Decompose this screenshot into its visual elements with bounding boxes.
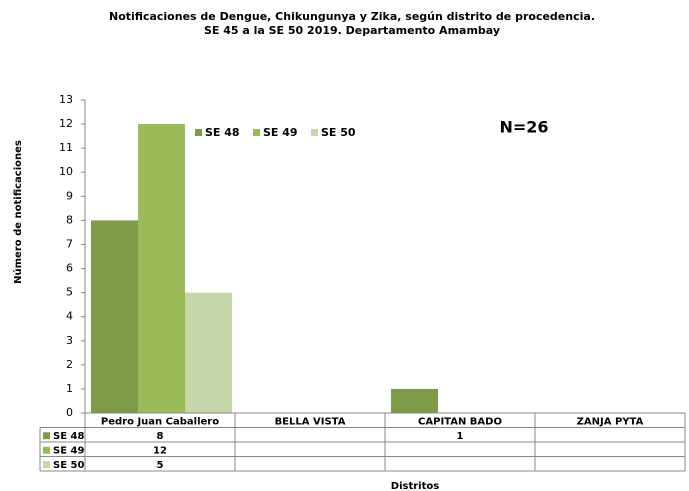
x-axis-label: Distritos [391, 481, 439, 491]
chart-title: Notificaciones de Dengue, Chikungunya y … [109, 10, 595, 23]
y-tick-label: 8 [66, 213, 73, 226]
x-tick-label: BELLA VISTA [275, 416, 346, 427]
table-swatch [43, 432, 50, 440]
legend-swatch [253, 129, 260, 136]
table-swatch [43, 461, 50, 469]
x-tick-label: Pedro Juan Caballero [101, 416, 219, 427]
table-cell: 1 [457, 431, 464, 442]
table-row-label: SE 50 [53, 460, 84, 471]
y-tick-label: 10 [59, 165, 73, 178]
table-row-label: SE 48 [53, 431, 84, 442]
x-tick-label: ZANJA PYTA [577, 416, 644, 427]
table-cell: 8 [157, 431, 164, 442]
table-cell: 12 [153, 445, 167, 456]
y-tick-label: 2 [66, 358, 73, 371]
chart-subtitle: SE 45 a la SE 50 2019. Departamento Amam… [204, 24, 500, 37]
table-row-label: SE 49 [53, 445, 84, 456]
legend-label: SE 49 [263, 126, 298, 139]
bar [91, 220, 138, 413]
y-axis-label: Número de notificaciones [12, 140, 24, 284]
table-cell: 5 [157, 460, 164, 471]
legend-swatch [311, 129, 318, 136]
x-tick-label: CAPITAN BADO [418, 416, 502, 427]
table-swatch [43, 446, 50, 454]
y-tick-label: 6 [66, 262, 73, 275]
legend-label: SE 48 [205, 126, 240, 139]
bar [138, 124, 185, 414]
y-tick-label: 9 [66, 189, 73, 202]
y-tick-label: 5 [66, 286, 73, 299]
y-tick-label: 11 [59, 141, 73, 154]
annotation: N=26 [499, 118, 548, 137]
y-tick-label: 1 [66, 382, 73, 395]
legend-label: SE 50 [321, 126, 356, 139]
y-tick-label: 4 [66, 310, 73, 323]
y-tick-label: 13 [59, 93, 73, 106]
y-tick-label: 12 [59, 117, 73, 130]
y-tick-label: 0 [66, 406, 73, 419]
legend-swatch [195, 129, 202, 136]
bar [391, 388, 438, 413]
y-tick-label: 7 [66, 237, 73, 250]
bar [185, 292, 232, 413]
y-tick-label: 3 [66, 334, 73, 347]
